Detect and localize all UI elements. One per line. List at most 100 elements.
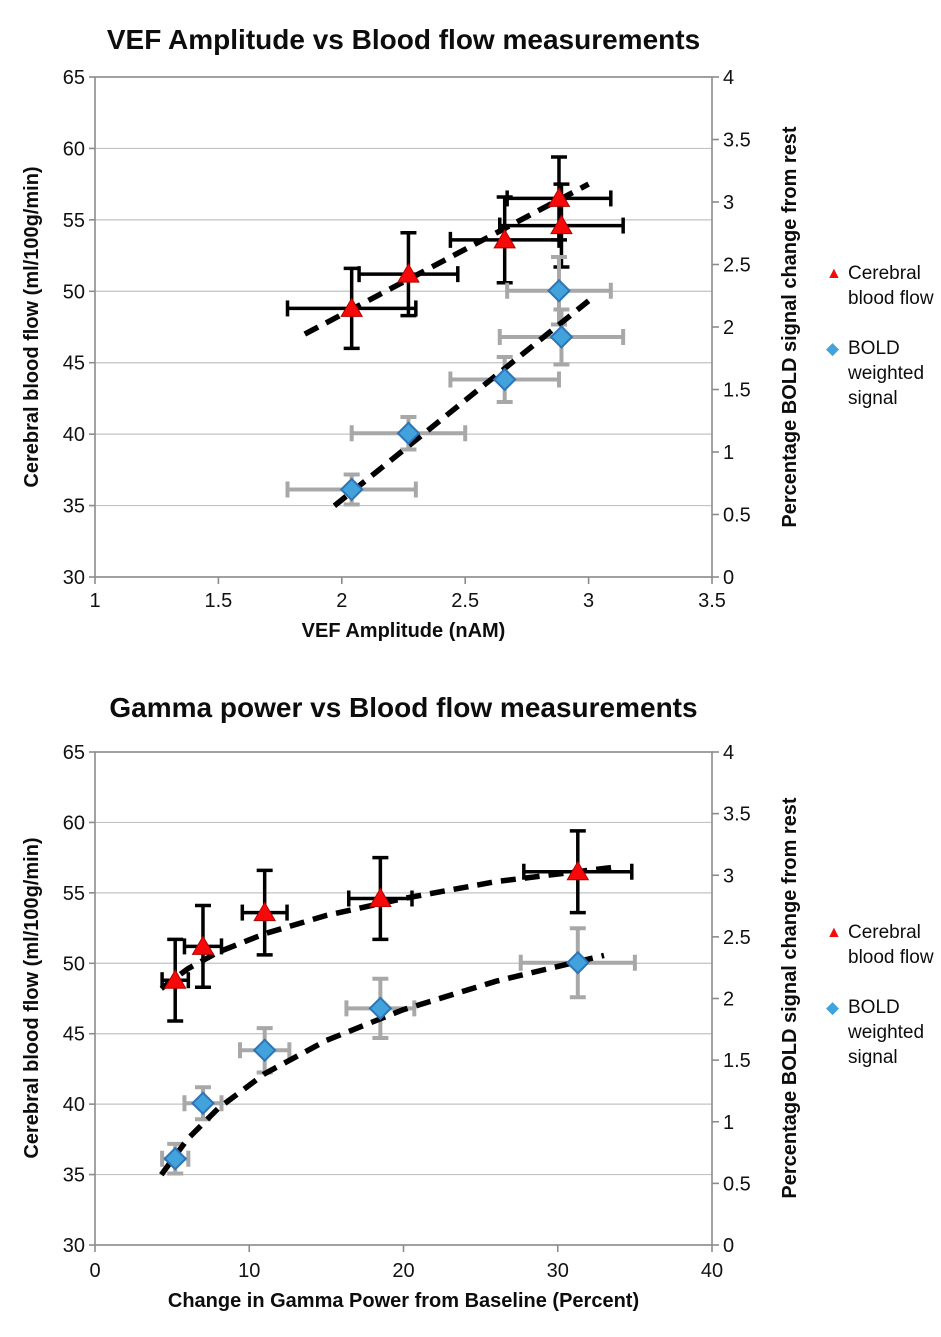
vef-chart-legend: ▲ Cerebral blood flow ◆ BOLD weighted signal bbox=[826, 261, 938, 411]
bold-diamond-marker bbox=[368, 996, 393, 1021]
gamma-chart-left-tick-label: 65 bbox=[63, 742, 85, 764]
legend-item-cerebral-blood-flow: ▲ Cerebral blood flow bbox=[826, 920, 938, 970]
vef-chart-right-tick-label: 1 bbox=[723, 442, 734, 464]
cbf-triangle-marker bbox=[550, 214, 573, 235]
gamma-chart-cbf-error-bars bbox=[160, 829, 634, 1023]
gamma-chart-gridlines bbox=[95, 751, 712, 1246]
vef-right-yaxis-label: Percentage BOLD signal change from rest bbox=[779, 126, 801, 528]
vef-chart-x-tick-label: 1.5 bbox=[204, 590, 232, 612]
vef-chart-right-tick-label: 2.5 bbox=[723, 255, 751, 277]
vef-chart-left-tick-label: 45 bbox=[63, 353, 85, 375]
legend-label-line: Cerebral bbox=[848, 922, 921, 943]
cbf-triangle-marker bbox=[340, 297, 364, 317]
cbf-triangle-marker bbox=[566, 860, 590, 881]
diamond-icon: ◆ bbox=[826, 998, 840, 1017]
legend-label-line: BOLD bbox=[848, 338, 900, 359]
gamma-chart-x-tick-label: 0 bbox=[89, 1260, 100, 1282]
vef-chart-right-tick-label: 0 bbox=[723, 567, 734, 589]
bold-diamond-marker bbox=[565, 950, 590, 975]
vef-chart-right-tick-label: 2 bbox=[723, 317, 734, 339]
bold-diamond-marker bbox=[191, 1091, 215, 1116]
cbf-triangle-marker bbox=[547, 187, 571, 207]
vef-chart-right-tick-label: 3.5 bbox=[723, 130, 751, 152]
gamma-chart-right-tick-label: 1.5 bbox=[723, 1050, 751, 1072]
vef-chart-left-tick-label: 50 bbox=[63, 281, 85, 303]
bold-diamond-marker bbox=[549, 325, 574, 349]
vef-chart-right-tick-label: 0.5 bbox=[723, 505, 751, 527]
gamma-chart-bold-markers bbox=[163, 950, 590, 1171]
triangle-icon: ▲ bbox=[826, 265, 842, 282]
gamma-chart-right-tick-label: 0.5 bbox=[723, 1173, 751, 1195]
vef-chart-right-tick-label: 1.5 bbox=[723, 380, 751, 402]
vef-chart-bold-trendline bbox=[332, 298, 591, 508]
gamma-chart-left-tick-label: 30 bbox=[63, 1235, 85, 1257]
vef-chart-left-tick-label: 60 bbox=[63, 138, 85, 160]
vef-chart-plot: 30 35 40 45 50 55 60 65 0 0.5 1 1.5 2 2.5 3 3.5 4 1 1.5 2 2.… bbox=[63, 67, 751, 612]
diamond-icon: ◆ bbox=[826, 339, 840, 358]
gamma-chart-left-tick-label: 40 bbox=[63, 1094, 85, 1116]
vef-chart-gridlines bbox=[95, 76, 712, 578]
vef-left-yaxis-label: Cerebral blood flow (ml/100g/min) bbox=[21, 166, 43, 488]
cbf-triangle-marker bbox=[253, 901, 277, 922]
legend-item-bold-weighted-signal: ◆ BOLD weighted signal bbox=[826, 336, 938, 411]
bold-diamond-marker bbox=[339, 477, 364, 502]
gamma-chart-title: Gamma power vs Blood flow measurements bbox=[109, 692, 698, 723]
legend-label-line: blood flow bbox=[848, 947, 934, 968]
gamma-chart-left-tick-label: 45 bbox=[63, 1024, 85, 1046]
vef-chart-x-tick-label: 3 bbox=[583, 590, 594, 612]
vef-chart-right-tick-label: 3 bbox=[723, 192, 734, 214]
gamma-chart-left-tick-label: 55 bbox=[63, 883, 85, 905]
triangle-icon: ▲ bbox=[826, 924, 842, 941]
legend-label-line: blood flow bbox=[848, 288, 934, 309]
vef-chart-x-tick-label: 3.5 bbox=[698, 590, 726, 612]
bold-diamond-marker bbox=[252, 1038, 277, 1063]
legend-label-line: Cerebral bbox=[848, 263, 921, 284]
gamma-chart-x-tick-label: 20 bbox=[392, 1260, 414, 1282]
gamma-chart-x-tick-label: 30 bbox=[547, 1260, 569, 1282]
gamma-chart-right-tick-label: 3.5 bbox=[723, 804, 751, 826]
bold-diamond-marker bbox=[163, 1146, 188, 1171]
cbf-triangle-marker bbox=[191, 935, 215, 955]
gamma-chart-right-tick-label: 4 bbox=[723, 742, 734, 764]
cbf-triangle-marker bbox=[368, 887, 392, 907]
gamma-left-yaxis-label: Cerebral blood flow (ml/100g/min) bbox=[21, 837, 43, 1159]
gamma-chart-bold-trendline bbox=[159, 952, 605, 1177]
gamma-chart-right-tick-label: 2.5 bbox=[723, 927, 751, 949]
gamma-chart-left-tick-label: 35 bbox=[63, 1165, 85, 1187]
gamma-right-yaxis-label: Percentage BOLD signal change from rest bbox=[779, 797, 801, 1199]
cbf-triangle-marker bbox=[493, 228, 517, 249]
gamma-chart-plot-border bbox=[94, 751, 713, 1246]
vef-chart-cbf-markers bbox=[340, 187, 573, 317]
legend-label-line: weighted bbox=[848, 1022, 925, 1043]
vef-chart-left-tick-label: 55 bbox=[63, 210, 85, 232]
vef-chart-left-tick-label: 65 bbox=[63, 67, 85, 89]
gamma-chart-right-tick-label: 1 bbox=[723, 1112, 734, 1134]
gamma-chart-right-tick-label: 2 bbox=[723, 989, 734, 1011]
vef-chart-x-tick-label: 2 bbox=[336, 590, 347, 612]
gamma-chart-cbf-markers bbox=[163, 860, 590, 989]
vef-chart-title: VEF Amplitude vs Blood flow measurements bbox=[106, 24, 701, 55]
vef-chart-left-tick-label: 30 bbox=[63, 567, 85, 589]
bold-diamond-marker bbox=[396, 421, 421, 446]
cbf-triangle-marker bbox=[163, 969, 187, 989]
gamma-chart-left-tick-label: 50 bbox=[63, 953, 85, 975]
vef-chart-plot-border bbox=[94, 76, 713, 578]
gamma-chart-x-tick-label: 10 bbox=[238, 1260, 260, 1282]
gamma-chart-cbf-trendline bbox=[159, 864, 613, 991]
vef-chart-x-tick-label: 2.5 bbox=[451, 590, 479, 612]
vef-chart-left-tick-label: 35 bbox=[63, 496, 85, 518]
legend-label-line: signal bbox=[848, 388, 898, 409]
gamma-chart-x-tick-label: 40 bbox=[701, 1260, 723, 1282]
legend-item-cerebral-blood-flow: ▲ Cerebral blood flow bbox=[826, 261, 938, 311]
vef-chart-left-tick-label: 40 bbox=[63, 424, 85, 446]
vef-chart-right-tick-label: 4 bbox=[723, 67, 734, 89]
bold-diamond-marker bbox=[547, 278, 571, 303]
legend-label-line: weighted bbox=[848, 363, 925, 384]
gamma-xaxis-label: Change in Gamma Power from Baseline (Per… bbox=[167, 1290, 640, 1312]
vef-chart-bold-error-bars bbox=[285, 255, 626, 507]
gamma-chart-right-tick-label: 3 bbox=[723, 865, 734, 887]
